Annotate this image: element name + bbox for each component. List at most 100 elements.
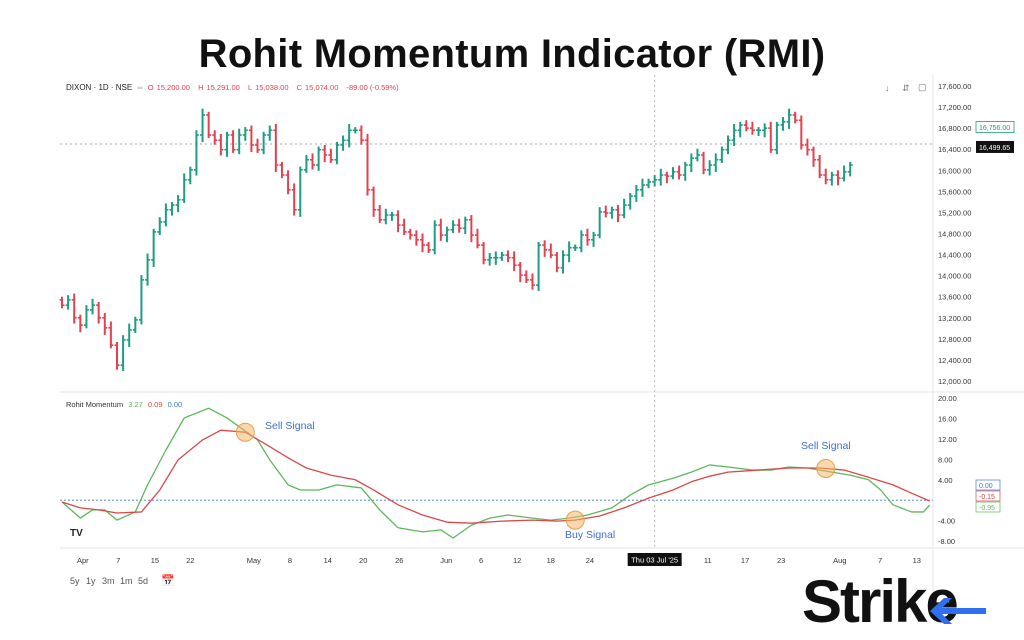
- ohlc-bar: [615, 205, 621, 223]
- ohlc-bar: [597, 207, 603, 239]
- ohlc-bar: [768, 121, 774, 153]
- ohlc-bar: [285, 170, 291, 195]
- ohlc-bar: [65, 295, 71, 310]
- ohlc-bar: [713, 153, 719, 173]
- tradingview-logo[interactable]: TV: [70, 528, 83, 539]
- ohlc-bar: [633, 185, 639, 202]
- time-tick-label: 11: [704, 556, 712, 565]
- time-tick-label: Apr: [77, 556, 89, 565]
- price-tick-label: 15,600.00: [938, 187, 971, 196]
- signal-last-label-box: [975, 490, 1001, 502]
- ohlc-bar: [639, 178, 645, 197]
- time-tick-label: 23: [777, 556, 785, 565]
- time-tick-label: Aug: [833, 556, 846, 565]
- ohlc-bar: [731, 123, 737, 147]
- fullscreen-icon[interactable]: ▢: [918, 82, 927, 92]
- eye-icon[interactable]: ═: [137, 83, 143, 92]
- ohlc-bar: [664, 171, 670, 184]
- price-tick-label: 17,200.00: [938, 103, 971, 112]
- ohlc-bar: [261, 131, 267, 155]
- range-5y[interactable]: 5y: [70, 576, 80, 586]
- calendar-icon[interactable]: 📅: [161, 575, 175, 587]
- ohlc-bar: [493, 251, 499, 265]
- range-5d[interactable]: 5d: [138, 576, 149, 586]
- ohlc-bar: [138, 275, 144, 325]
- ohlc-bar: [224, 131, 230, 157]
- ohlc-bar: [499, 251, 505, 261]
- ohlc-bar: [511, 251, 517, 271]
- price-tick-label: 12,400.00: [938, 356, 971, 365]
- time-tick-label: 14: [324, 556, 332, 565]
- price-tick-label: 13,600.00: [938, 293, 971, 302]
- close-label: C: [296, 83, 303, 92]
- indicator-legend[interactable]: Rohit Momentum 3.27 0.09 0.00: [66, 400, 185, 409]
- last-price-label: 16,756.00: [979, 125, 1010, 132]
- ohlc-bar: [603, 205, 609, 218]
- ohlc-bar: [401, 218, 407, 236]
- last-price-box: [975, 121, 1015, 133]
- ohlc-bar: [297, 166, 303, 217]
- close-value: 15,074.00: [305, 83, 339, 92]
- open-label: O: [147, 83, 154, 92]
- ohlc-bar: [646, 178, 652, 189]
- signal-value: 0.09: [147, 400, 163, 409]
- low-value: 15,038.00: [255, 83, 289, 92]
- symbol-label: DIXON · 1D · NSE: [66, 83, 133, 92]
- ohlc-bar: [389, 211, 395, 221]
- ohlc-bar: [481, 241, 487, 265]
- zero-value: 0.00: [167, 400, 183, 409]
- ohlc-bar: [291, 183, 297, 216]
- ohlc-bar: [566, 241, 572, 263]
- crosshair-date-label: Thu 03 Jul '25: [631, 556, 678, 565]
- ohlc-bar: [126, 323, 132, 348]
- buy-signal-label: Buy Signal: [565, 529, 616, 541]
- ohlc-bar: [591, 231, 597, 247]
- ohlc-bar: [77, 314, 83, 333]
- ohlc-bar: [316, 146, 322, 171]
- ohlc-bar: [701, 151, 707, 175]
- ohlc-bar: [303, 155, 309, 173]
- ohlc-bar: [627, 192, 633, 210]
- collapse-icon[interactable]: ⇵: [902, 83, 910, 93]
- ohlc-bar: [151, 228, 157, 267]
- range-1y[interactable]: 1y: [86, 576, 96, 586]
- ohlc-bar: [340, 135, 346, 151]
- rmi-last-label: -0.95: [979, 505, 995, 512]
- ohlc-bar: [762, 123, 768, 138]
- ohlc-bar: [572, 244, 578, 251]
- ohlc-bar: [96, 301, 102, 324]
- ohlc-bar: [273, 123, 279, 173]
- ohlc-bar: [328, 148, 334, 163]
- ohlc-bar: [694, 148, 700, 162]
- ohlc-bar: [749, 121, 755, 135]
- ohlc-bar: [719, 146, 725, 163]
- ohlc-bar: [346, 123, 352, 148]
- ohlc-bar: [426, 241, 432, 253]
- ohlc-bar: [792, 111, 798, 124]
- oscillator-tick-label: 20.00: [938, 394, 957, 403]
- ohlc-bar: [432, 220, 438, 255]
- signal-marker: [565, 510, 585, 530]
- price-tick-label: 14,800.00: [938, 230, 971, 239]
- range-1m[interactable]: 1m: [120, 576, 133, 586]
- ohlc-bar: [383, 208, 389, 225]
- oscillator-tick-label: 12.00: [938, 435, 957, 444]
- ohlc-bar: [181, 173, 187, 203]
- time-tick-label: Jun: [440, 556, 452, 565]
- ohlc-bar: [438, 218, 444, 241]
- ohlc-bar: [554, 251, 560, 273]
- ohlc-bar: [548, 243, 554, 259]
- time-tick-label: 6: [479, 556, 483, 565]
- ohlc-bar: [218, 133, 224, 156]
- ohlc-bar: [456, 218, 462, 233]
- ohlc-bar: [780, 117, 786, 131]
- ohlc-bar: [83, 305, 89, 329]
- ohlc-bar: [707, 160, 713, 176]
- time-tick-label: May: [247, 556, 261, 565]
- time-tick-label: 7: [878, 556, 882, 565]
- range-3m[interactable]: 3m: [102, 576, 115, 586]
- download-icon[interactable]: ↓: [885, 83, 890, 93]
- ohlc-bar: [169, 201, 175, 216]
- ohlc-bar: [737, 121, 743, 138]
